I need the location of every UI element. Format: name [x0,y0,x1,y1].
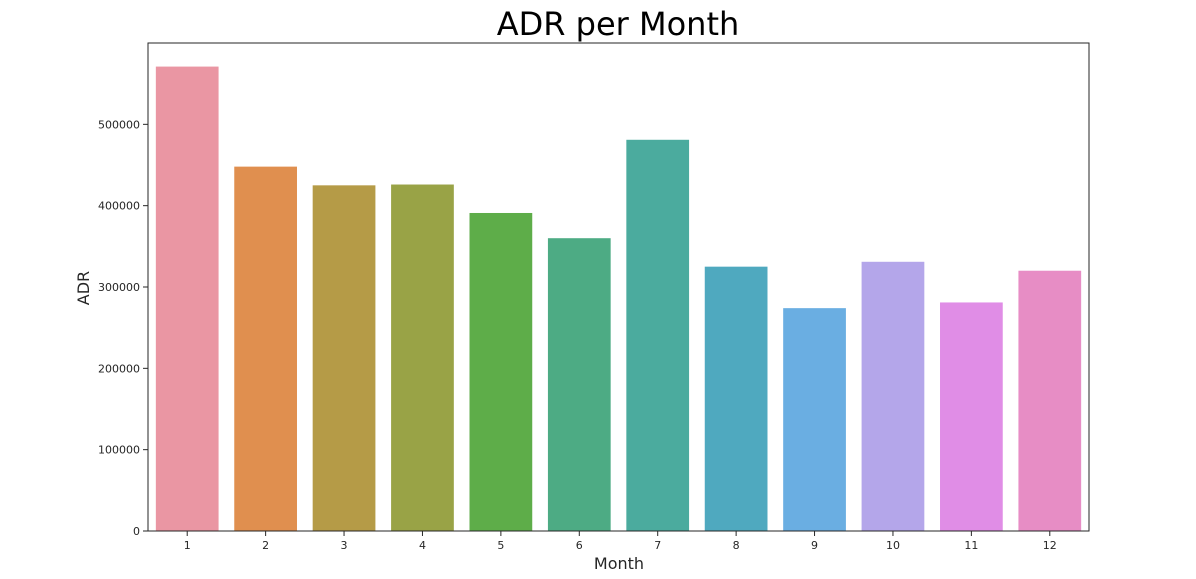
x-tick-label: 6 [576,539,583,552]
y-axis-title: ADR [74,271,93,305]
bar-month-7 [626,139,690,531]
bar-month-11 [940,302,1003,531]
x-tick-label: 8 [733,539,740,552]
y-tick-label: 400000 [98,200,140,213]
x-tick-label: 3 [341,539,348,552]
y-axis-ticks: 0 100000 200000 300000 400000 500000 [98,118,148,538]
x-tick-label: 7 [654,539,661,552]
bar-month-1 [155,66,219,531]
chart-title: ADR per Month [497,5,740,43]
y-tick-label: 500000 [98,118,140,131]
x-tick-label: 4 [419,539,426,552]
bar-month-10 [861,261,925,531]
bar-month-8 [704,266,768,531]
bar-month-6 [547,238,611,531]
bar-month-12 [1018,270,1082,531]
x-tick-label: 2 [262,539,269,552]
y-tick-label: 200000 [98,362,140,375]
y-tick-label: 300000 [98,281,140,294]
x-tick-label: 9 [811,539,818,552]
plot-area-frame [147,42,1090,532]
bars-group [155,66,1082,532]
bar-month-2 [234,166,297,532]
y-tick-label: 0 [133,525,140,538]
x-tick-label: 10 [886,539,900,552]
x-tick-label: 5 [497,539,504,552]
x-tick-label: 12 [1043,539,1057,552]
x-tick-label: 1 [184,539,191,552]
x-tick-label: 11 [964,539,978,552]
bar-month-3 [312,185,376,532]
x-axis-title: Month [594,554,644,573]
x-axis-ticks: 1 2 3 4 5 6 7 8 9 10 11 12 [184,531,1057,552]
bar-month-4 [391,184,454,531]
bar-month-9 [783,308,846,531]
y-tick-label: 100000 [98,444,140,457]
bar-month-5 [469,212,533,531]
